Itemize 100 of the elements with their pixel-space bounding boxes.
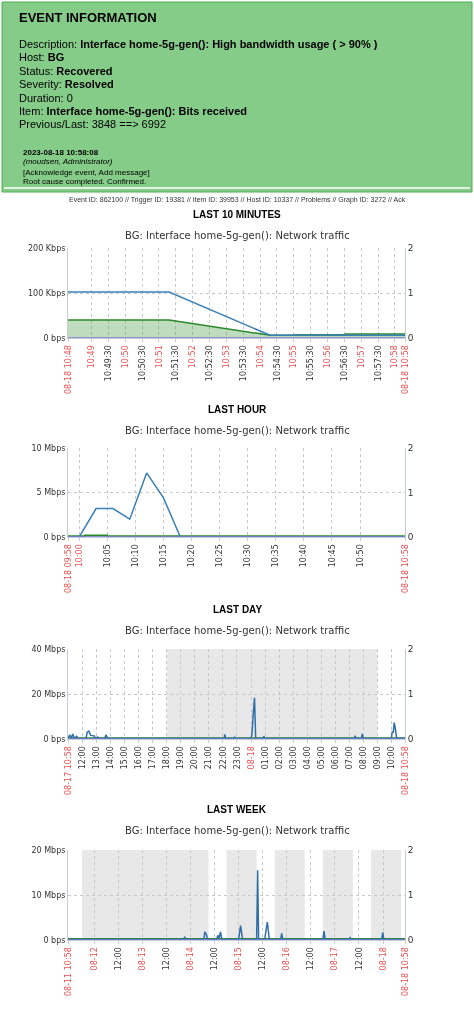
x-tick-label: 05:00 <box>316 746 326 770</box>
chart-subtitle: BG: Interface home-5g-gen(): Network traffic <box>125 825 350 836</box>
x-tick-label: 06:00 <box>330 746 340 770</box>
x-tick-label: 10:51 <box>154 345 164 369</box>
x-tick-label: 08-17 10:58 <box>63 746 73 796</box>
text: Severity: Resolved <box>19 78 114 90</box>
x-tick-label: 10:58 <box>390 345 400 369</box>
text: (moudsen, Administrator) <box>23 157 113 166</box>
x-tick-label: 08:00 <box>358 746 368 770</box>
x-tick-label: 08-16 <box>282 947 292 971</box>
x-tick-label: 08-18 <box>378 947 388 971</box>
x-tick-label: 10:15 <box>159 544 169 568</box>
y-tick-label: 10 Mbps <box>31 443 66 453</box>
x-tick-label: 10:00 <box>74 544 84 568</box>
text: 2023-08-18 10:58:08 <box>23 148 99 157</box>
x-tick-label: 01:00 <box>260 746 270 770</box>
x-tick-label: 10:50 <box>355 544 365 568</box>
x-tick-label: 08-18 10:58 <box>400 544 410 594</box>
text: Root cause completed. Confirmed. <box>23 177 147 186</box>
x-tick-label: 10:40 <box>299 544 309 568</box>
x-tick-label: 10:49:30 <box>104 345 114 382</box>
x-tick-label: 10:54:30 <box>272 345 282 382</box>
x-tick-label: 08-18 09:58 <box>63 544 73 594</box>
x-tick-label: 08-11 10:58 <box>63 947 73 997</box>
chart-subtitle: BG: Interface home-5g-gen(): Network traffic <box>125 625 350 636</box>
x-tick-label: 10:00 <box>387 746 397 770</box>
x-tick-label: 12:00 <box>258 947 268 971</box>
x-tick-label: 02:00 <box>274 746 284 770</box>
y-tick-label: 10 Mbps <box>31 890 66 900</box>
x-tick-label: 08-18 10:58 <box>400 947 410 997</box>
x-tick-label: 10:25 <box>215 544 225 568</box>
x-tick-label: 15:00 <box>120 746 130 770</box>
y2-tick-label: 2 <box>407 443 414 454</box>
x-tick-label: 10:10 <box>131 544 140 568</box>
x-tick-label: 20:00 <box>190 746 200 770</box>
x-tick-label: 10:52:30 <box>205 345 215 382</box>
x-tick-label: 10:35 <box>271 544 281 568</box>
x-tick-label: 10:53 <box>221 345 231 369</box>
x-tick-label: 10:50:30 <box>137 345 147 382</box>
y-tick-label: 20 Mbps <box>31 689 66 699</box>
y-tick-label: 20 Mbps <box>31 845 66 855</box>
x-tick-label: 08-17 <box>330 947 340 971</box>
y-tick-label: 40 Mbps <box>31 644 66 654</box>
x-tick-label: 18:00 <box>162 746 172 770</box>
x-tick-label: 21:00 <box>204 746 214 770</box>
text: Duration: 0 <box>19 92 73 104</box>
x-tick-label: 08-18 10:48 <box>63 345 73 395</box>
y2-tick-label: 1 <box>407 487 414 498</box>
x-tick-label: 10:55:30 <box>306 345 316 382</box>
text: Item: Interface home-5g-gen(): Bits received <box>19 105 248 117</box>
x-tick-label: 10:45 <box>327 544 337 568</box>
text: Description: Interface home-5g-gen(): High bandwidth usage ( > 90% ) <box>19 38 378 50</box>
x-tick-label: 12:00 <box>78 746 88 770</box>
x-tick-label: 13:00 <box>92 746 102 770</box>
text: Host: BG <box>19 51 65 63</box>
x-tick-label: 19:00 <box>176 746 186 770</box>
y-tick-label: 0 bps <box>43 532 66 542</box>
x-tick-label: 10:30 <box>243 544 253 568</box>
chart-title: LAST DAY <box>213 604 263 615</box>
x-tick-label: 08-14 <box>186 947 196 971</box>
y2-tick-label: 1 <box>407 689 414 700</box>
x-tick-label: 22:00 <box>218 746 228 770</box>
y-tick-label: 100 Kbps <box>28 288 66 298</box>
x-tick-label: 10:56 <box>323 345 333 369</box>
x-tick-label: 10:20 <box>187 544 197 568</box>
x-tick-label: 08-15 <box>234 947 244 971</box>
x-tick-label: 10:54 <box>255 345 265 369</box>
x-tick-label: 17:00 <box>148 746 158 770</box>
text: Status: Recovered <box>19 65 113 77</box>
x-tick-label: 10:49 <box>87 345 97 369</box>
y-tick-label: 0 bps <box>43 935 66 945</box>
text: [Acknowledge event, Add message] <box>23 168 150 177</box>
x-tick-label: 08-18 10:58 <box>400 345 410 395</box>
x-tick-label: 08-18 <box>246 746 256 770</box>
y2-tick-label: 0 <box>407 935 414 946</box>
x-tick-label: 10:55 <box>289 345 299 369</box>
x-tick-label: 09:00 <box>372 746 382 770</box>
x-tick-label: 12:00 <box>113 947 123 971</box>
x-tick-label: 10:50 <box>120 345 130 369</box>
y-tick-label: 200 Kbps <box>28 243 66 253</box>
y2-tick-label: 0 <box>407 333 414 344</box>
y2-tick-label: 2 <box>407 644 414 655</box>
x-tick-label: 04:00 <box>302 746 312 770</box>
chart-subtitle: BG: Interface home-5g-gen(): Network traffic <box>125 230 350 241</box>
y2-tick-label: 0 <box>407 734 414 745</box>
x-tick-label: 10:05 <box>102 544 112 568</box>
chart-subtitle: BG: Interface home-5g-gen(): Network traffic <box>125 425 350 436</box>
x-tick-label: 10:57:30 <box>373 345 383 382</box>
y2-tick-label: 0 <box>407 532 414 543</box>
x-tick-label: 08-12 <box>89 947 99 971</box>
text: EVENT INFORMATION <box>19 10 157 25</box>
y-tick-label: 0 bps <box>43 333 66 343</box>
x-tick-label: 07:00 <box>344 746 354 770</box>
x-tick-label: 10:52 <box>188 345 198 369</box>
x-tick-label: 12:00 <box>354 947 364 971</box>
chart-title: LAST HOUR <box>208 404 268 415</box>
chart-title: LAST WEEK <box>207 804 267 815</box>
x-tick-label: 23:00 <box>232 746 242 770</box>
x-tick-label: 16:00 <box>134 746 144 770</box>
y2-tick-label: 1 <box>407 890 414 901</box>
